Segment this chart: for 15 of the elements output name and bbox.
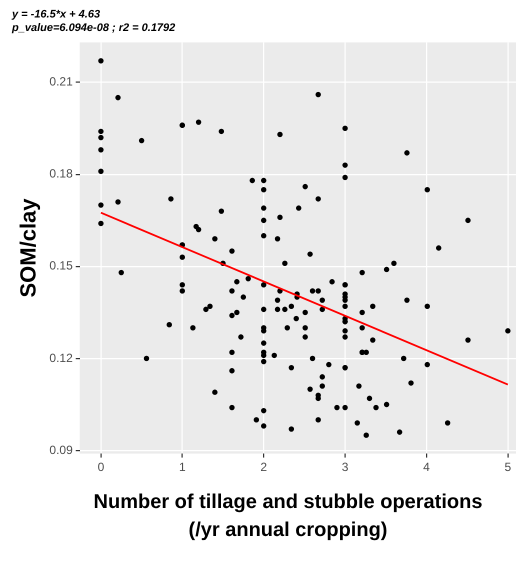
y-tick-label: 0.15 [49,258,74,273]
x-tick-label: 2 [260,460,268,474]
x-tick-label: 0 [98,460,105,474]
x-tick-label: 3 [342,460,349,474]
y-tick-label: 0.18 [49,166,74,181]
chart-title: y = -16.5*x + 4.63 [11,8,100,21]
x-axis-title: Number of tillage and stubble operations (/yr annual cropping) [92,490,484,543]
x-tick-label: 4 [423,460,430,474]
x-tick-label: 5 [504,460,512,474]
x-tick-label: 1 [178,460,186,474]
y-tick-label: 0.09 [49,442,74,457]
y-axis-title: SOM/clay [15,198,40,298]
y-tick-label: 0.12 [49,350,74,365]
y-tick-label: 0.21 [49,74,74,89]
chart-subtitle: p_value=6.094e-08 ; r2 = 0.1792 [11,22,176,34]
